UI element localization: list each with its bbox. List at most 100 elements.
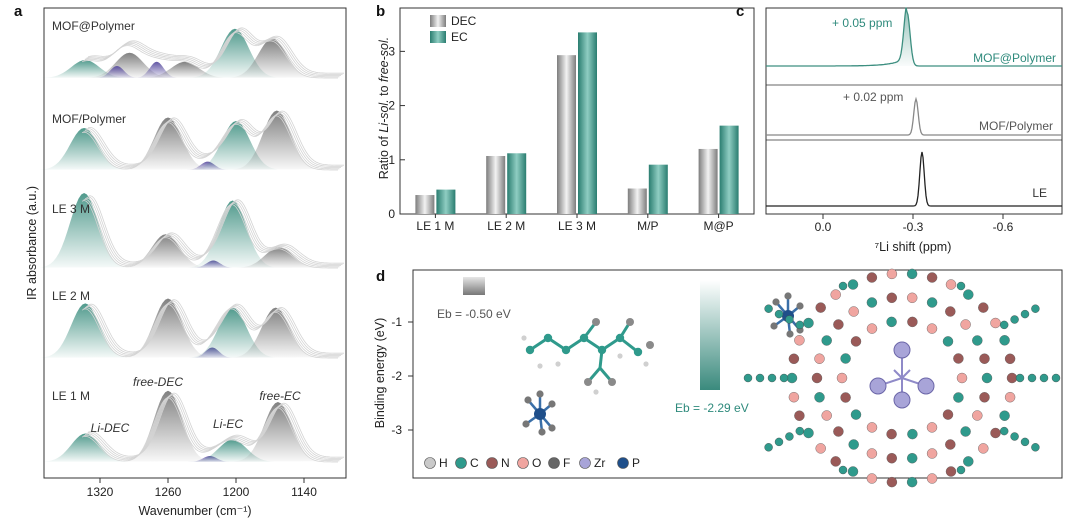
mof-linker-atom	[764, 443, 773, 452]
mof-atom	[886, 268, 898, 280]
legend-swatch-dec	[430, 15, 446, 27]
mof-atom	[926, 422, 938, 433]
mof-atom	[945, 466, 957, 477]
mof-zr-bond	[893, 369, 903, 379]
b-y-axis-label: Ratio of Li-sol. to free-sol.	[377, 37, 391, 179]
bar-ec-le-2-m	[507, 153, 527, 214]
mof-atom	[953, 392, 964, 403]
mof-structure	[743, 268, 1061, 488]
molecule-atom-c	[633, 347, 643, 357]
mof-linker-atom	[774, 437, 784, 447]
pf6-anion-atom-f	[536, 390, 544, 398]
mof-atom-zr	[893, 391, 911, 409]
mof-atom-zr	[869, 377, 887, 395]
molecular-structures	[521, 292, 804, 436]
spectrum-envelope-line	[81, 397, 338, 463]
mof-atom	[821, 335, 832, 346]
spectrum-mof-polymer	[40, 27, 344, 79]
pf6-anion-mof-atom-f	[772, 298, 780, 306]
b-xtick-label: LE 3 M	[558, 219, 596, 233]
mof-atom	[830, 456, 841, 467]
b-ytick-label: 2	[388, 99, 395, 113]
mof-linker-atom	[1010, 432, 1019, 441]
spectrum-envelope-line	[84, 197, 341, 266]
molecule-atom-c	[525, 345, 535, 355]
mof-linker-atom	[1000, 320, 1009, 330]
spectrum-peak	[123, 298, 210, 358]
mof-atom	[815, 443, 826, 454]
c-trace-label-mof-polymer: MOF/Polymer	[979, 119, 1053, 133]
panel-a-x-ticks	[99, 478, 305, 483]
c-annotation-005: + 0.05 ppm	[832, 16, 892, 30]
mof-linker-atom	[1027, 373, 1037, 383]
legend-label-zr: Zr	[594, 456, 605, 470]
a-y-axis-label: IR absorbance (a.u.)	[25, 186, 39, 300]
molecule-atom-h	[617, 353, 623, 359]
mof-linker-atom	[1051, 373, 1061, 383]
panel-c-frame	[765, 7, 1063, 215]
a-sample-label-mof-at-polymer: MOF@Polymer	[52, 19, 135, 33]
mof-linker-atom	[795, 320, 804, 330]
mof-atom	[786, 372, 798, 384]
panel-b-label: b	[376, 3, 385, 20]
spectrum-peak	[234, 247, 322, 268]
mof-atom	[978, 302, 989, 313]
a-sample-label-mof-polymer: MOF/Polymer	[52, 112, 126, 126]
mof-linker-atom	[764, 304, 773, 313]
legend-atom-c	[455, 457, 467, 469]
molecule-atom-f	[646, 341, 654, 349]
mof-atom	[1004, 353, 1016, 364]
mof-atom	[979, 353, 990, 364]
mof-atom	[990, 427, 1001, 439]
molecule-atom-c	[597, 345, 607, 355]
panel-c: c 0.0 -0.3 -0.6 ⁷Li shift (ppm) + 0.05 p…	[736, 3, 1063, 254]
mof-atom	[866, 297, 878, 308]
mof-atom	[978, 443, 989, 454]
c-xtick-neg06: -0.6	[993, 220, 1014, 234]
mof-atom	[886, 316, 897, 328]
nmr-traces	[766, 7, 1062, 219]
bar-dec-le-3-m	[557, 55, 576, 214]
bar-ec-m-p	[719, 125, 739, 214]
pf6-anion-mof-atom-f	[796, 302, 804, 310]
spectrum-peak	[232, 110, 319, 170]
legend-label-n: N	[501, 456, 510, 470]
mof-atom	[906, 476, 918, 488]
legend-label-p: P	[632, 456, 640, 470]
mof-atom	[979, 392, 990, 403]
molecule-atom-h	[643, 361, 649, 367]
spectrum-peak	[123, 390, 210, 462]
legend-atom-o	[517, 457, 529, 469]
spectrum-peak	[39, 193, 127, 268]
element-legend: H C N O F Zr P	[424, 456, 640, 470]
molecule-atom-h	[521, 335, 527, 341]
a-peak-label-li-ec: Li-EC	[213, 417, 243, 431]
mof-atom	[907, 316, 918, 328]
a-sample-label-le1m: LE 1 M	[52, 389, 90, 403]
c-annotation-002: + 0.02 ppm	[843, 90, 903, 104]
spectrum-peak	[94, 66, 138, 78]
mof-atom	[907, 428, 918, 440]
mof-atom	[866, 448, 878, 459]
spectrum-peak	[187, 200, 275, 268]
pf6-anion-mof-atom-f	[786, 330, 794, 338]
mof-linker-atom	[1000, 426, 1009, 436]
spectrum-le-2-m	[40, 298, 344, 359]
panel-d-frame	[412, 269, 1063, 479]
spectrum-envelope-line	[83, 198, 340, 268]
mof-zr-bond	[901, 369, 911, 379]
spectrum-peak	[230, 307, 318, 358]
a-xtick-1200: 1200	[223, 485, 250, 499]
mof-linker-atom	[743, 373, 753, 383]
molecule-atom-h	[593, 389, 599, 395]
spectrum-envelope-line	[84, 394, 341, 460]
spectrum-peak	[40, 303, 128, 358]
eb-bar-large	[700, 280, 720, 390]
mof-atom	[814, 392, 825, 403]
pf6-anion-mof-atom-f	[784, 292, 792, 300]
mof-atom	[981, 372, 993, 384]
spectrum-envelope-line	[87, 299, 344, 354]
mof-atom	[866, 473, 878, 484]
d-ytick-neg1: -1	[391, 315, 402, 329]
spectrum-envelope-line	[86, 196, 343, 265]
